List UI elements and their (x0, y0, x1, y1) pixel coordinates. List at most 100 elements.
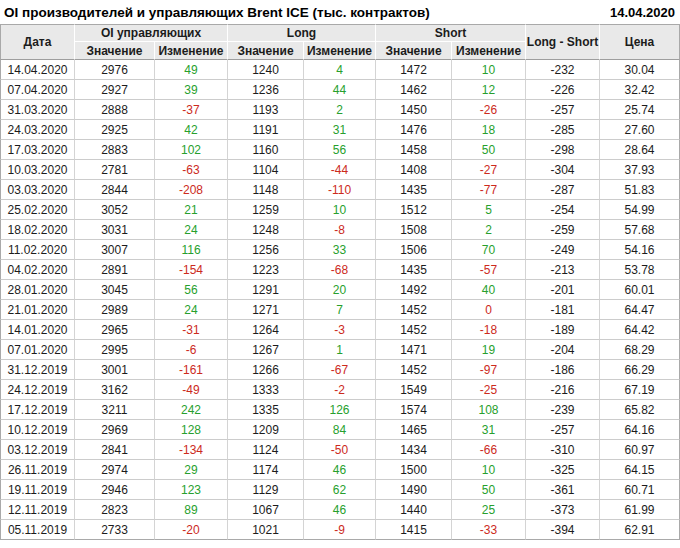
cell-oi-change: 123 (155, 480, 228, 500)
cell-short-change: 50 (452, 140, 526, 160)
cell-long-change: 62 (304, 480, 376, 500)
cell-short-value: 1476 (376, 120, 452, 140)
cell-short-change: -18 (452, 320, 526, 340)
cell-short-change: -97 (452, 360, 526, 380)
cell-long-short: -325 (526, 460, 600, 480)
table-row: 14.01.20202965-311264-31452-18-18964.42 (0, 320, 680, 340)
cell-long-change: 33 (304, 240, 376, 260)
cell-short-value: 1435 (376, 180, 452, 200)
table-row: 25.02.202030522112591015125-25454.99 (0, 200, 680, 220)
cell-price: 25.74 (600, 100, 680, 120)
cell-long-value: 1174 (228, 460, 304, 480)
cell-short-change: -77 (452, 180, 526, 200)
cell-oi-change: -161 (155, 360, 228, 380)
cell-price: 64.16 (600, 420, 680, 440)
cell-long-short: -216 (526, 380, 600, 400)
table-row: 03.12.20192841-1341124-501434-66-31060.9… (0, 440, 680, 460)
cell-oi-change: 24 (155, 220, 228, 240)
cell-oi-change: 56 (155, 280, 228, 300)
cell-price: 68.29 (600, 340, 680, 360)
cell-short-change: 50 (452, 480, 526, 500)
cell-price: 32.42 (600, 80, 680, 100)
cell-date: 05.11.2019 (0, 520, 75, 540)
cell-long-change: 126 (304, 400, 376, 420)
cell-oi-change: -208 (155, 180, 228, 200)
cell-short-change: 10 (452, 60, 526, 80)
cell-oi-change: 29 (155, 460, 228, 480)
col-group-long: Long (228, 24, 376, 42)
cell-date: 17.12.2019 (0, 400, 75, 420)
cell-long-change: 1 (304, 340, 376, 360)
table-row: 17.12.2019321124213351261574108-23965.82 (0, 400, 680, 420)
cell-price: 60.71 (600, 480, 680, 500)
cell-oi-value: 2927 (75, 80, 155, 100)
cell-long-value: 1267 (228, 340, 304, 360)
cell-long-value: 1335 (228, 400, 304, 420)
cell-long-value: 1271 (228, 300, 304, 320)
cell-short-value: 1472 (376, 60, 452, 80)
cell-date: 10.03.2020 (0, 160, 75, 180)
col-subheader-short-change: Изменение (452, 42, 526, 60)
cell-oi-value: 2925 (75, 120, 155, 140)
cell-price: 54.16 (600, 240, 680, 260)
cell-oi-change: 49 (155, 60, 228, 80)
cell-oi-value: 3052 (75, 200, 155, 220)
oi-table: Дата OI управляющих Long Short Long - Sh… (0, 24, 680, 540)
cell-oi-value: 2891 (75, 260, 155, 280)
cell-short-value: 1452 (376, 320, 452, 340)
cell-long-change: -8 (304, 220, 376, 240)
cell-long-value: 1209 (228, 420, 304, 440)
cell-oi-value: 3045 (75, 280, 155, 300)
cell-short-change: -57 (452, 260, 526, 280)
cell-long-short: -257 (526, 420, 600, 440)
cell-short-change: 108 (452, 400, 526, 420)
cell-oi-value: 2781 (75, 160, 155, 180)
cell-short-change: 2 (452, 220, 526, 240)
table-row: 07.04.2020292739123644146212-22632.42 (0, 80, 680, 100)
cell-long-value: 1193 (228, 100, 304, 120)
cell-long-short: -201 (526, 280, 600, 300)
col-subheader-long-value: Значение (228, 42, 304, 60)
cell-price: 66.29 (600, 360, 680, 380)
cell-long-change: 46 (304, 500, 376, 520)
cell-short-change: 0 (452, 300, 526, 320)
cell-short-change: 5 (452, 200, 526, 220)
cell-long-value: 1104 (228, 160, 304, 180)
cell-long-short: -287 (526, 180, 600, 200)
cell-short-value: 1452 (376, 360, 452, 380)
cell-long-change: -9 (304, 520, 376, 540)
cell-price: 62.91 (600, 520, 680, 540)
cell-short-change: 18 (452, 120, 526, 140)
cell-oi-value: 2965 (75, 320, 155, 340)
cell-price: 27.60 (600, 120, 680, 140)
cell-short-value: 1415 (376, 520, 452, 540)
cell-date: 25.02.2020 (0, 200, 75, 220)
cell-oi-change: 42 (155, 120, 228, 140)
cell-oi-change: -63 (155, 160, 228, 180)
cell-price: 37.93 (600, 160, 680, 180)
cell-date: 04.02.2020 (0, 260, 75, 280)
cell-date: 12.11.2019 (0, 500, 75, 520)
cell-long-value: 1266 (228, 360, 304, 380)
cell-oi-change: -20 (155, 520, 228, 540)
cell-date: 24.12.2019 (0, 380, 75, 400)
table-header: Дата OI управляющих Long Short Long - Sh… (0, 24, 680, 60)
cell-price: 64.47 (600, 300, 680, 320)
table-row: 18.02.20203031241248-815082-25957.68 (0, 220, 680, 240)
cell-date: 19.11.2019 (0, 480, 75, 500)
col-subheader-oi-change: Изменение (155, 42, 228, 60)
col-header-date: Дата (0, 24, 75, 60)
cell-short-value: 1549 (376, 380, 452, 400)
cell-short-change: 12 (452, 80, 526, 100)
cell-long-short: -226 (526, 80, 600, 100)
cell-long-change: -110 (304, 180, 376, 200)
table-row: 11.02.20203007116125633150670-24954.16 (0, 240, 680, 260)
cell-long-short: -189 (526, 320, 600, 340)
col-subheader-short-value: Значение (376, 42, 452, 60)
cell-oi-change: 21 (155, 200, 228, 220)
cell-long-value: 1067 (228, 500, 304, 520)
cell-short-change: -66 (452, 440, 526, 460)
cell-long-short: -304 (526, 160, 600, 180)
cell-short-value: 1452 (376, 300, 452, 320)
cell-short-value: 1506 (376, 240, 452, 260)
